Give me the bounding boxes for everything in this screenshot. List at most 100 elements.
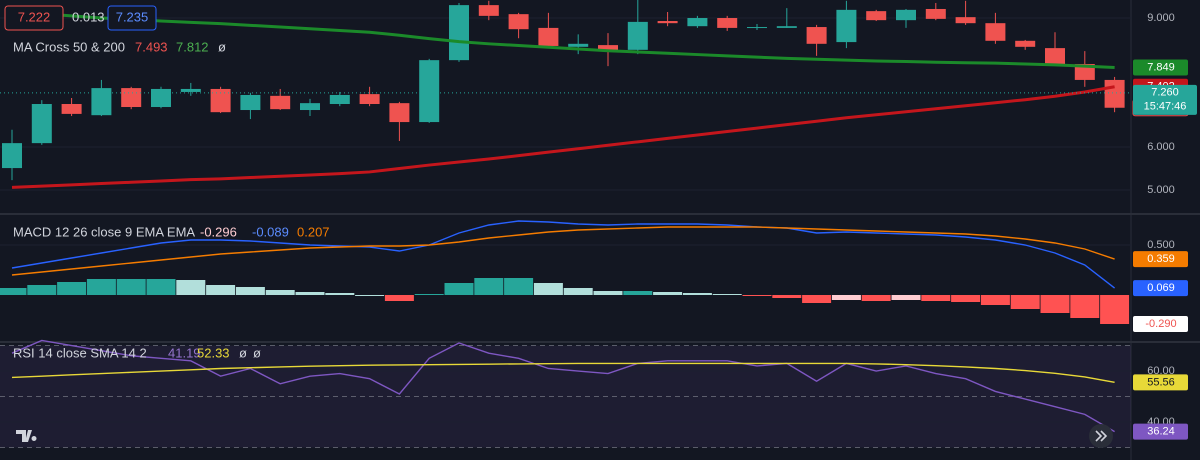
price-label: 36.24 [1147, 426, 1175, 438]
histogram-bar [653, 292, 683, 295]
ask: 7.235 [116, 9, 149, 24]
candle-body [806, 27, 827, 44]
ma-legend-value: 7.493 [135, 39, 168, 54]
macd-legend: MACD 12 26 close 9 EMA EMA [13, 224, 195, 239]
candle-body [1074, 64, 1095, 80]
candle-body [91, 88, 112, 116]
candle-body [508, 14, 529, 30]
candle-body [300, 103, 320, 111]
scroll-button[interactable] [1089, 424, 1113, 448]
histogram-bar [146, 279, 176, 295]
indicator-line [11, 85, 1115, 189]
histogram-bar [295, 292, 325, 295]
candle-body [836, 9, 857, 43]
rsi-band [0, 345, 1131, 448]
indicator-line [11, 226, 1115, 276]
candle-body [359, 94, 380, 105]
macd-legend-value: 0.207 [297, 224, 330, 239]
ma-legend-state: ø [218, 39, 226, 54]
macd-legend-value: -0.296 [200, 224, 237, 239]
price-label-bg [1133, 59, 1188, 76]
histogram-bar [474, 278, 504, 295]
candle-body [657, 21, 678, 24]
histogram-bar [235, 287, 265, 295]
histogram-bar [593, 291, 623, 295]
histogram-bar [712, 294, 742, 295]
spread: 0.013 [72, 9, 105, 24]
rsi-legend-state: ø [253, 345, 261, 360]
plot: 9.0006.0005.0007.8497.4026.9137.26015:47… [0, 0, 1197, 449]
ma-legend: MA Cross 50 & 200 [13, 39, 125, 54]
histogram-bar [1040, 295, 1070, 313]
histogram-bar [86, 279, 116, 295]
candle-body [896, 9, 916, 21]
candle-body [270, 95, 291, 110]
histogram-bar [861, 295, 891, 301]
histogram-bar [951, 295, 981, 302]
candle-body [121, 88, 142, 108]
ask-box[interactable] [107, 5, 157, 31]
histogram-bar [921, 295, 951, 301]
candle-body [538, 27, 559, 46]
histogram-bar [355, 295, 385, 296]
indicator-line [11, 339, 1115, 433]
histogram-bar [772, 295, 802, 298]
candle-body [747, 27, 767, 29]
histogram-bar [444, 283, 474, 295]
price-label-bg [1133, 280, 1188, 297]
histogram-bar [563, 288, 593, 295]
price-label-bg [1133, 374, 1188, 391]
price-label-bg [1133, 84, 1197, 115]
histogram-bar [802, 295, 832, 303]
histogram-bar [682, 293, 712, 295]
candle-body [329, 94, 350, 105]
candle-body [61, 104, 82, 114]
price-label: 55.56 [1147, 376, 1175, 388]
candle-body [717, 18, 738, 28]
indicator-line [11, 220, 1116, 289]
histogram-bar [504, 278, 534, 295]
indicator-line [11, 362, 1115, 384]
candle-body [1045, 48, 1065, 65]
candle-body [478, 5, 499, 16]
histogram-bar [1070, 295, 1100, 318]
overlay: 7.222 0.013 7.235 MA Cross 50 & 200 7.49… [4, 5, 1113, 448]
candle-body [240, 94, 261, 111]
bid-box[interactable] [4, 5, 64, 31]
price-label: -0.290 [1145, 318, 1176, 330]
price-label-time: 15:47:46 [1144, 101, 1187, 113]
price-label-bg [1133, 251, 1188, 268]
scroll-button-icon [1095, 430, 1108, 442]
price-label: 0.359 [1147, 253, 1175, 265]
candle-body [598, 45, 618, 52]
histogram-bar [1100, 295, 1130, 324]
histogram-bar [831, 295, 861, 300]
y-tick-label: 5.000 [1147, 184, 1175, 196]
price-label-bg [1133, 316, 1188, 332]
y-tick-label: 0.500 [1147, 239, 1175, 251]
candle-body [627, 21, 648, 50]
histogram-bar [57, 282, 87, 295]
candle-body [985, 23, 1006, 41]
y-tick-label: 60.00 [1147, 365, 1175, 377]
histogram-bar [27, 285, 57, 295]
histogram-bar [176, 280, 206, 295]
histogram-bar [533, 283, 563, 295]
rsi-legend-value: 41.19 [168, 345, 201, 360]
candle-body [449, 5, 469, 61]
candle-body [1104, 79, 1125, 108]
candle-body [389, 103, 410, 123]
histogram-bar [0, 288, 27, 295]
candle-body [180, 88, 201, 92]
histogram-bar [1010, 295, 1040, 309]
logo[interactable] [16, 430, 37, 442]
histogram-bar [414, 294, 444, 295]
candle-body [210, 88, 231, 113]
y-tick-label: 9.000 [1147, 12, 1175, 24]
candle-body [1015, 40, 1036, 47]
histogram-bar [980, 295, 1010, 305]
rsi-legend-state: ø [239, 345, 247, 360]
